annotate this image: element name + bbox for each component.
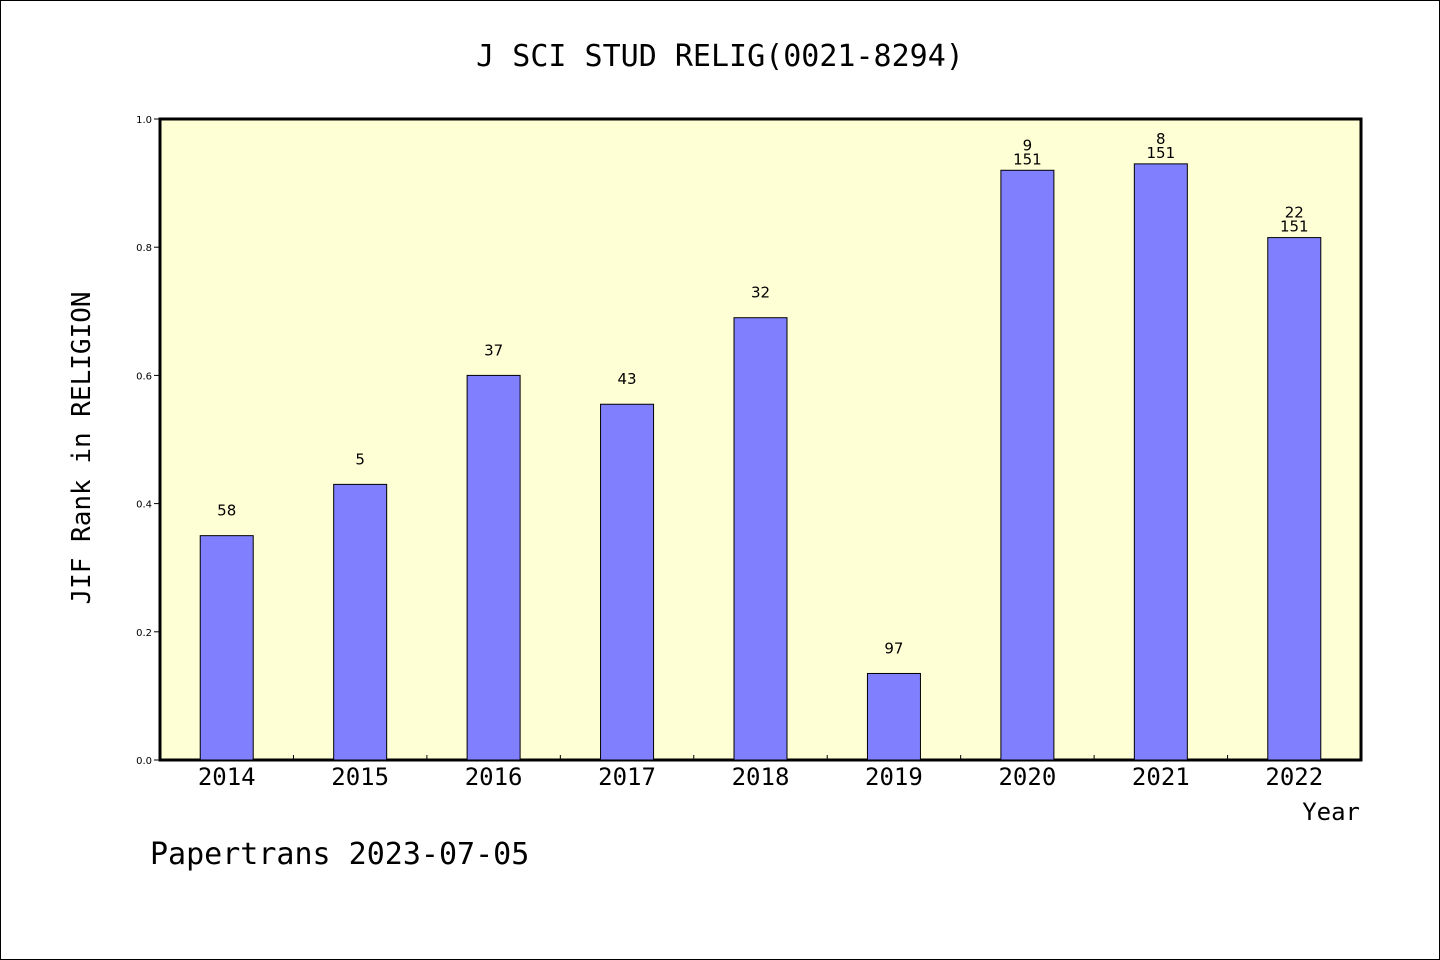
- bar-label-total: 151: [1280, 218, 1309, 236]
- y-tick-label: 0.6: [136, 371, 152, 382]
- x-tick-label: 2015: [331, 763, 389, 791]
- y-tick-label: 0.8: [136, 243, 152, 254]
- bar-label-rank: 9: [1023, 136, 1033, 154]
- bar-label-rank: 5: [355, 450, 365, 468]
- footer-text: Papertrans 2023-07-05: [150, 837, 529, 872]
- bar-label-rank: 22: [1285, 204, 1304, 222]
- bar-2019: [866, 672, 921, 761]
- chart-title: J SCI STUD RELIG(0021-8294): [476, 39, 964, 74]
- bar-2018: [733, 317, 788, 761]
- y-tick-label: 0.4: [136, 500, 152, 511]
- y-axis: 0.0 0.2 0.4 0.6 0.8 1.0: [136, 115, 160, 767]
- x-tick-label: 2020: [998, 763, 1056, 791]
- x-tick-label: 2022: [1265, 763, 1323, 791]
- bar-2017: [600, 403, 655, 761]
- bar-2014: [199, 535, 254, 761]
- x-tick-label: 2019: [865, 763, 923, 791]
- x-tick-label: 2014: [198, 763, 256, 791]
- x-tick-label: 2018: [732, 763, 790, 791]
- x-tick-label: 2021: [1132, 763, 1190, 791]
- bar-label-rank: 43: [618, 370, 637, 388]
- bar-label-total: 151: [1013, 150, 1042, 168]
- bar-label-rank: 8: [1156, 130, 1166, 148]
- y-tick-label: 0.2: [136, 628, 152, 639]
- bar-label-rank: 32: [751, 284, 770, 302]
- bar-2022: [1267, 237, 1322, 761]
- bar-label-rank: 97: [884, 639, 903, 657]
- y-tick-label: 0.0: [136, 756, 152, 767]
- y-axis-title: JIF Rank in RELIGION: [67, 291, 97, 604]
- bar-label-rank: 37: [484, 341, 503, 359]
- x-axis: 2014 2015 2016 2017 2018 2019 2020 2021 2022: [198, 755, 1323, 791]
- y-tick-label: 1.0: [136, 115, 152, 126]
- bar-2021: [1133, 163, 1188, 761]
- bar-label-total: 151: [1147, 144, 1176, 162]
- x-axis-title: Year: [1302, 798, 1360, 826]
- x-tick-label: 2016: [465, 763, 523, 791]
- bar-label-rank: 58: [217, 502, 236, 520]
- bar-2015: [333, 483, 388, 761]
- bar-2016: [466, 374, 521, 761]
- x-tick-label: 2017: [598, 763, 656, 791]
- bar-2020: [1000, 169, 1055, 761]
